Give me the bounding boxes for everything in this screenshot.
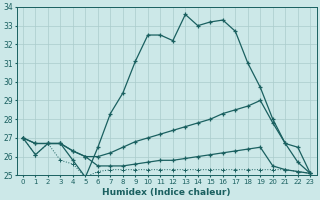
X-axis label: Humidex (Indice chaleur): Humidex (Indice chaleur) [102, 188, 231, 197]
